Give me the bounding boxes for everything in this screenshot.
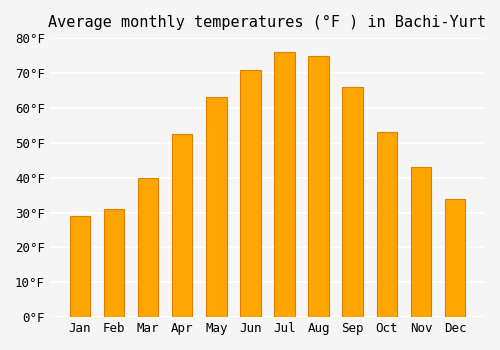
Bar [308,56,329,317]
Bar [445,198,465,317]
Bar [70,216,90,317]
Bar [240,70,260,317]
Bar [410,167,431,317]
Bar [376,132,397,317]
Bar [172,134,193,317]
Bar [138,178,158,317]
Bar [206,97,227,317]
Bar [274,52,294,317]
Bar [104,209,124,317]
Bar [342,87,363,317]
Title: Average monthly temperatures (°F ) in Bachi-Yurt: Average monthly temperatures (°F ) in Ba… [48,15,486,30]
